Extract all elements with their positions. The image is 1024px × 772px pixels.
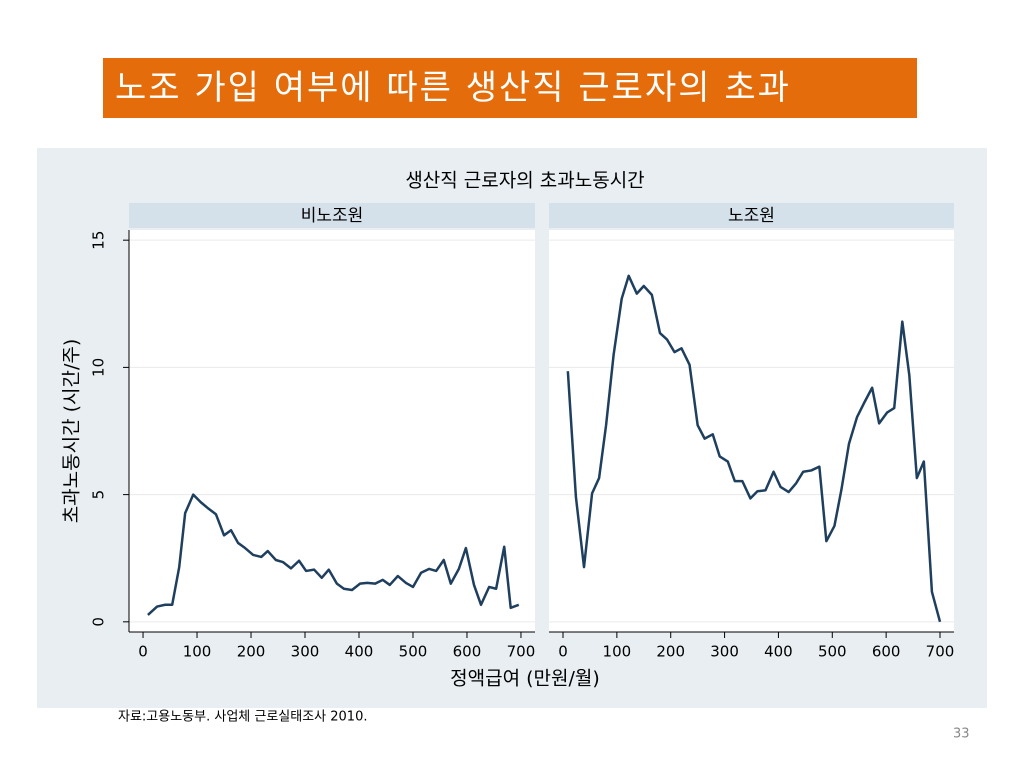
y-tick-label: 0 <box>90 617 108 627</box>
x-tick-label: 600 <box>453 643 482 661</box>
y-tick-label: 10 <box>90 358 108 377</box>
panel-title: 노조원 <box>728 206 775 226</box>
x-tick-label: 500 <box>818 643 847 661</box>
y-tick-label: 5 <box>90 490 108 500</box>
title-box <box>103 58 917 118</box>
y-axis-label: 초과노동시간 (시간/주) <box>61 339 83 524</box>
x-tick-label: 0 <box>558 643 568 661</box>
x-tick-label: 400 <box>345 643 374 661</box>
x-tick-label: 300 <box>710 643 739 661</box>
plot-area <box>549 230 954 632</box>
x-tick-label: 400 <box>764 643 793 661</box>
x-tick-label: 100 <box>603 643 632 661</box>
x-tick-label: 300 <box>291 643 320 661</box>
x-tick-label: 200 <box>656 643 685 661</box>
x-tick-label: 700 <box>507 643 536 661</box>
x-tick-label: 700 <box>926 643 955 661</box>
page-number: 33 <box>953 727 970 742</box>
data-line <box>566 274 942 623</box>
plot-area <box>129 230 535 632</box>
figure-title: 생산직 근로자의 초과노동시간 <box>405 170 644 192</box>
panel-header <box>129 203 535 228</box>
x-tick-label: 100 <box>183 643 212 661</box>
y-tick-label: 15 <box>90 231 108 250</box>
source-note: 자료:고용노동부. 사업체 근로실태조사 2010. <box>118 710 368 725</box>
x-tick-label: 200 <box>237 643 266 661</box>
data-line <box>147 493 520 616</box>
x-tick-label: 0 <box>138 643 148 661</box>
panel-header <box>549 203 954 228</box>
x-axis-label: 정액급여 (만원/월) <box>450 668 600 690</box>
slide-title: 노조 가입 여부에 따른 생산직 근로자의 초과 <box>115 68 791 108</box>
x-tick-label: 600 <box>872 643 901 661</box>
x-tick-label: 500 <box>399 643 428 661</box>
panel-title: 비노조원 <box>301 206 364 226</box>
